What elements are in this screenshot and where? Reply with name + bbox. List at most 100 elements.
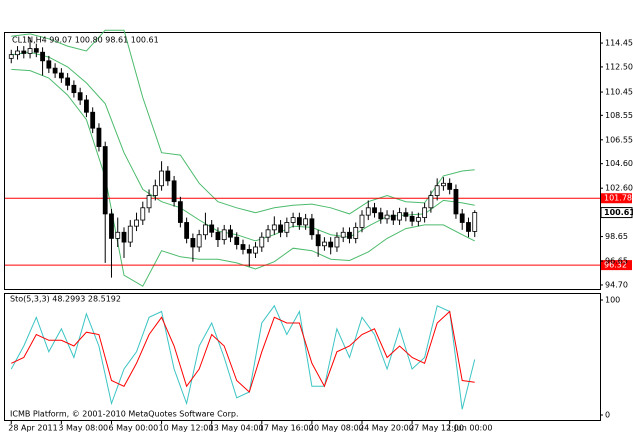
- y-tick-label: 108.55: [605, 111, 633, 120]
- price-panel: [4, 32, 601, 290]
- candle-body: [372, 207, 377, 214]
- candle-body: [71, 84, 77, 94]
- candle-body: [284, 222, 290, 233]
- candle-body: [196, 234, 202, 248]
- candle-body: [228, 229, 233, 238]
- candle-body: [177, 201, 183, 223]
- candle-body: [278, 224, 283, 233]
- candle-body: [296, 217, 302, 226]
- candle-body: [428, 195, 434, 209]
- x-tick-label: 24 May 20:00: [359, 424, 414, 432]
- candle-body: [152, 185, 158, 196]
- y-tick-label: 0: [605, 411, 610, 420]
- candle-body: [434, 185, 440, 196]
- annotation: ICMB Platform, © 2001-2010 MetaQuotes So…: [10, 410, 239, 419]
- candle-body: [90, 111, 96, 129]
- chart-title: CL1N,H4 99.07 100.80 98.61 100.61: [12, 36, 159, 45]
- hline-label: 96.32: [604, 261, 627, 270]
- candle-body: [403, 212, 409, 217]
- x-tick-label: 3 May 08:00: [58, 424, 108, 432]
- candle-body: [265, 229, 271, 238]
- candle-body: [441, 182, 446, 187]
- y-tick-label: 104.60: [605, 159, 633, 168]
- candle-body: [109, 213, 114, 239]
- hline-label-box: [601, 260, 632, 271]
- candle-body: [15, 50, 20, 56]
- candle-body: [397, 212, 402, 221]
- candle-body: [134, 219, 139, 227]
- candle-body: [140, 207, 146, 221]
- y-tick-label: 102.60: [605, 184, 633, 193]
- candle-body: [447, 182, 453, 190]
- y-tick-label: 112.50: [605, 62, 633, 71]
- candle-body: [466, 222, 471, 232]
- candle-body: [390, 214, 396, 221]
- stoch-panel: [4, 293, 601, 421]
- x-tick-label: 28 Apr 2011: [8, 424, 57, 432]
- candle-body: [378, 212, 384, 220]
- stoch-line: [11, 310, 475, 393]
- x-tick-label: 20 May 08:00: [309, 424, 364, 432]
- candle-body: [234, 236, 240, 245]
- candle-body: [246, 249, 252, 254]
- candle-body: [96, 127, 102, 147]
- y-tick-label: 98.65: [605, 232, 628, 241]
- candle-body: [27, 48, 33, 54]
- candle-body: [359, 214, 365, 228]
- candle-body: [459, 213, 465, 223]
- candle-body: [8, 54, 14, 59]
- y-tick-label: 110.45: [605, 88, 633, 97]
- candle-body: [347, 231, 352, 239]
- candle-body: [472, 212, 478, 232]
- x-tick-label: 27 May 12:00: [409, 424, 464, 432]
- stoch-line: [10, 304, 476, 410]
- candle-body: [322, 241, 327, 247]
- candle-body: [77, 92, 83, 101]
- candle-body: [171, 180, 177, 203]
- chart-title: Sto(5,3,3) 48.2993 28.5192: [10, 295, 121, 304]
- candle-body: [65, 77, 71, 86]
- hline-label-box: [601, 193, 632, 204]
- hline-label: 101.78: [604, 194, 632, 203]
- y-tick-label: 94.70: [605, 280, 628, 289]
- candle-body: [328, 241, 334, 248]
- candle-body: [33, 48, 39, 53]
- candle-body: [115, 231, 121, 239]
- candle-body: [58, 72, 64, 79]
- candle-body: [340, 231, 346, 238]
- candle-body: [159, 170, 164, 187]
- last-price-box: [600, 207, 633, 219]
- x-tick-label: 10 May 12:00: [159, 424, 214, 432]
- candle-body: [190, 238, 196, 248]
- candle-body: [271, 224, 277, 231]
- candle-body: [290, 217, 296, 223]
- candle-body: [240, 244, 246, 250]
- candle-body: [422, 207, 428, 218]
- candle-body: [353, 226, 359, 239]
- x-tick-label: 1 Jun 00:00: [447, 424, 493, 432]
- candle-body: [415, 217, 421, 222]
- x-tick-label: 13 May 04:00: [209, 424, 264, 432]
- candle-body: [184, 222, 190, 239]
- y-tick-label: 96.65: [605, 257, 628, 266]
- candle-body: [384, 214, 390, 220]
- candle-body: [309, 218, 315, 236]
- candle-body: [209, 224, 215, 233]
- candle-body: [409, 215, 415, 222]
- x-tick-label: 17 May 16:00: [259, 424, 314, 432]
- candle-body: [21, 50, 27, 54]
- band-line: [11, 68, 475, 287]
- candle-body: [84, 99, 89, 113]
- candle-body: [102, 146, 108, 215]
- candle-body: [146, 195, 152, 209]
- candle-body: [121, 231, 127, 243]
- last-price-label: 100.61: [604, 208, 633, 217]
- candle-body: [365, 207, 371, 216]
- candle-body: [40, 51, 45, 62]
- band-line: [11, 29, 475, 215]
- y-tick-label: 106.55: [605, 135, 633, 144]
- candle-body: [46, 60, 52, 69]
- candle-body: [259, 236, 265, 248]
